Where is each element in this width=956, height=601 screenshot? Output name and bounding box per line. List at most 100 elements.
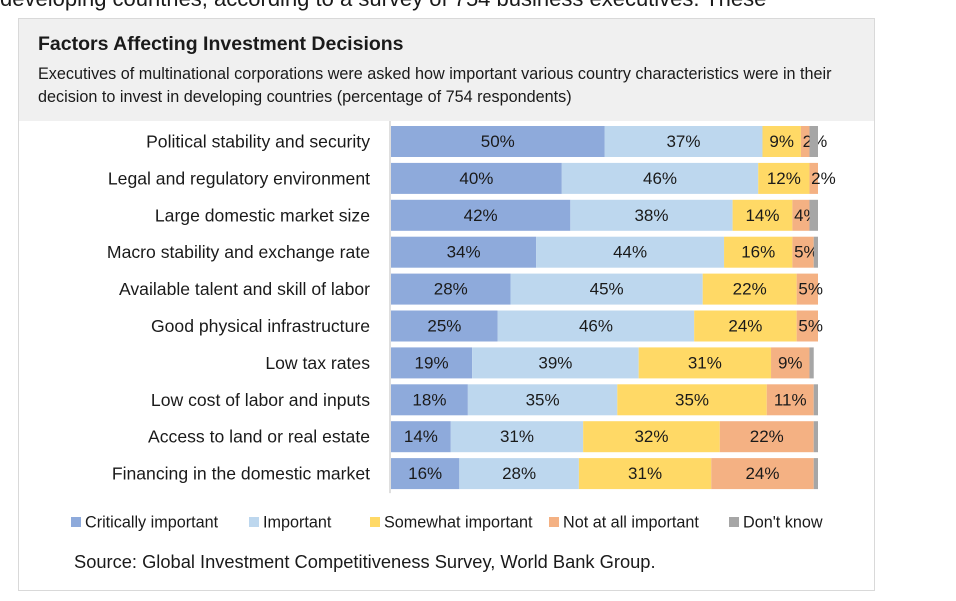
data-label-important-9: 31% [500, 427, 534, 446]
bar-important-6 [497, 310, 695, 342]
data-label-important-6: 46% [579, 317, 613, 336]
bar-critically-important-7 [391, 347, 473, 379]
legend-label-somewhat-important: Somewhat important [384, 514, 533, 532]
legend-label-important: Important [263, 514, 332, 532]
bar-critically-important-2 [391, 162, 562, 194]
bar-not-at-all-important-3 [792, 199, 810, 231]
bar-don-t-know-9 [813, 421, 818, 453]
data-label-important-7: 39% [538, 353, 572, 372]
data-label-important-4: 44% [613, 243, 647, 262]
data-label-not-at-all-important-8: 11% [774, 390, 807, 409]
bar-don-t-know-7 [809, 347, 814, 379]
data-label-critically-important-4: 34% [447, 243, 481, 262]
bar-critically-important-8 [391, 384, 468, 416]
legend-label-not-at-all-important: Not at all important [563, 514, 699, 532]
category-label-available-talent-and-skill-of-labor: Available talent and skill of labor [119, 279, 370, 299]
bar-don-t-know-8 [813, 384, 818, 416]
category-label-political-stability-and-security: Political stability and security [146, 132, 370, 152]
bar-not-at-all-important-8 [766, 384, 814, 416]
data-label-important-8: 35% [526, 390, 560, 409]
data-label-important-5: 45% [590, 280, 624, 299]
bar-not-at-all-important-10 [711, 458, 814, 490]
legend-label-don-t-know: Don't know [743, 514, 823, 532]
stacked-bar-chart: Political stability and security 50% 37% 9%… [71, 121, 836, 532]
data-label-important-1: 37% [666, 132, 700, 151]
data-label-not-at-all-important-10: 24% [745, 464, 779, 483]
legend-swatch-not-at-all-important [549, 517, 559, 527]
bar-don-t-know-3 [809, 199, 818, 231]
legend-swatch-important [249, 517, 259, 527]
data-label-not-at-all-important-4: 5% [794, 243, 819, 262]
data-label-somewhat-important-8: 35% [675, 390, 709, 409]
bar-critically-important-6 [391, 310, 498, 342]
data-label-critically-important-9: 14% [404, 427, 438, 446]
category-label-financing-in-the-domestic-market: Financing in the domestic market [112, 464, 370, 484]
data-label-somewhat-important-3: 14% [745, 206, 779, 225]
data-label-somewhat-important-6: 24% [728, 317, 762, 336]
bar-somewhat-important-4 [724, 236, 793, 268]
data-label-critically-important-5: 28% [434, 280, 468, 299]
bar-critically-important-9 [391, 421, 451, 453]
legend-label-critically-important: Critically important [85, 514, 219, 532]
chart-source: Source: Global Investment Competitivenes… [74, 551, 656, 572]
category-label-low-tax-rates: Low tax rates [265, 353, 370, 373]
bar-don-t-know-4 [813, 236, 818, 268]
data-label-not-at-all-important-5: 5% [798, 280, 823, 299]
chart-panel: Factors Affecting Investment Decisions E… [18, 18, 875, 591]
bar-important-2 [561, 162, 759, 194]
bar-critically-important-4 [391, 236, 537, 268]
data-label-critically-important-7: 19% [415, 353, 449, 372]
data-label-somewhat-important-4: 16% [741, 243, 775, 262]
bar-not-at-all-important-2 [809, 162, 818, 194]
data-label-somewhat-important-2: 12% [767, 169, 801, 188]
data-label-critically-important-2: 40% [459, 169, 493, 188]
data-label-important-2: 46% [643, 169, 677, 188]
bar-important-3 [570, 199, 733, 231]
data-label-critically-important-10: 16% [408, 464, 442, 483]
chart-title: Factors Affecting Investment Decisions [38, 33, 404, 55]
category-label-legal-and-regulatory-environment: Legal and regulatory environment [108, 168, 370, 188]
bar-somewhat-important-6 [694, 310, 797, 342]
bar-not-at-all-important-7 [771, 347, 810, 379]
bar-important-5 [510, 273, 703, 305]
chart-header: Factors Affecting Investment Decisions E… [19, 19, 874, 121]
bar-important-7 [472, 347, 639, 379]
bar-somewhat-important-9 [583, 421, 720, 453]
category-label-macro-stability-and-exchange-rate: Macro stability and exchange rate [107, 242, 370, 262]
category-label-large-domestic-market-size: Large domestic market size [155, 205, 370, 225]
bar-critically-important-10 [391, 458, 460, 490]
bar-don-t-know-1 [809, 126, 818, 157]
bar-important-4 [536, 236, 725, 268]
legend-swatch-somewhat-important [370, 517, 380, 527]
data-label-not-at-all-important-6: 5% [798, 317, 823, 336]
page-context-text: developing countries, according to a sur… [0, 0, 956, 12]
bar-don-t-know-10 [813, 458, 818, 490]
bar-somewhat-important-8 [617, 384, 767, 416]
bar-important-9 [450, 421, 584, 453]
data-label-somewhat-important-9: 32% [634, 427, 668, 446]
data-label-important-10: 28% [502, 464, 536, 483]
bar-critically-important-5 [391, 273, 511, 305]
data-label-critically-important-3: 42% [464, 206, 498, 225]
data-label-not-at-all-important-7: 9% [778, 353, 803, 372]
bar-somewhat-important-1 [762, 126, 801, 157]
bar-somewhat-important-7 [638, 347, 772, 379]
bar-not-at-all-important-4 [792, 236, 814, 268]
bar-not-at-all-important-5 [796, 273, 818, 305]
category-label-good-physical-infrastructure: Good physical infrastructure [151, 316, 370, 336]
bar-not-at-all-important-9 [719, 421, 814, 453]
bar-not-at-all-important-6 [796, 310, 818, 342]
data-label-somewhat-important-1: 9% [769, 132, 794, 151]
category-label-low-cost-of-labor-and-inputs: Low cost of labor and inputs [151, 390, 370, 410]
bar-important-1 [604, 126, 763, 157]
legend-swatch-don-t-know [729, 517, 739, 527]
bar-not-at-all-important-1 [800, 126, 810, 157]
legend-swatch-critically-important [71, 517, 81, 527]
chart-subtitle: Executives of multinational corporations… [38, 65, 832, 106]
data-label-somewhat-important-7: 31% [688, 353, 722, 372]
bar-important-8 [467, 384, 618, 416]
bar-somewhat-important-5 [702, 273, 797, 305]
bar-somewhat-important-2 [758, 162, 810, 194]
category-label-access-to-land-or-real-estate: Access to land or real estate [148, 427, 370, 447]
data-label-somewhat-important-5: 22% [733, 280, 767, 299]
